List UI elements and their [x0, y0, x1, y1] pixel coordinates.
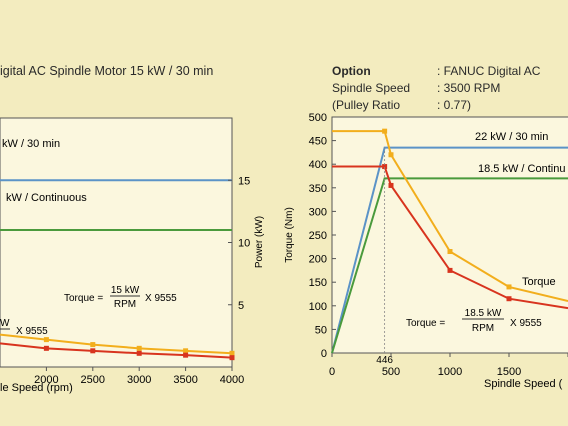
left-formula-denominator: RPM — [114, 299, 136, 310]
pulley-ratio-label: (Pulley Ratio — [332, 98, 401, 112]
right-formula-denominator: RPM — [472, 323, 494, 334]
left-series-orange-line — [0, 333, 233, 355]
left-formula-suffix: X 9555 — [145, 293, 177, 304]
right-y-tick-label: 200 — [309, 254, 327, 266]
right-speed-marker-label: 446 — [376, 355, 393, 366]
right-series-green-line — [331, 177, 568, 354]
left-x-axis-label: le Speed (rpm) — [0, 382, 73, 394]
right-y-tick-label: 300 — [309, 206, 327, 218]
right-y-tick-label: 0 — [321, 348, 327, 360]
right-series-orange-point — [382, 128, 388, 134]
right-x-axis-label: Spindle Speed ( — [484, 378, 563, 390]
left-y-tick-label: 5 — [238, 300, 244, 312]
spindle-speed-label: Spindle Speed — [332, 81, 411, 95]
left-chart-title: igital AC Spindle Motor 15 kW / 30 min — [0, 64, 214, 78]
left-series-red-point — [229, 355, 235, 361]
left-formula-prefix: Torque = — [64, 293, 103, 304]
right-formula-suffix: X 9555 — [510, 318, 542, 329]
left-series-orange-point — [90, 342, 96, 348]
right-y-tick-label: 150 — [309, 277, 327, 289]
right-x-tick-label: 1500 — [497, 366, 521, 378]
left-series-red-point — [136, 350, 142, 356]
left-formula-numerator: 15 kW — [111, 285, 140, 296]
left-series-orange-point — [183, 348, 189, 354]
right-x-tick-label: 1000 — [438, 366, 462, 378]
right-series-red-point — [382, 164, 388, 170]
right-series-orange-line — [332, 130, 568, 303]
left-x-tick-label: 4000 — [220, 374, 244, 386]
right-y-tick-label: 350 — [309, 183, 327, 195]
left-series-red-line — [0, 342, 233, 359]
left-x-tick-label: 3500 — [173, 374, 197, 386]
left-y-tick-label: 15 — [238, 175, 250, 187]
right-y-axis-label: Torque (Nm) — [284, 207, 295, 263]
left-series-red-point — [43, 345, 49, 351]
option-label: Option — [332, 64, 371, 78]
right-series-red-point — [447, 267, 453, 273]
left-series-red-point — [90, 348, 96, 354]
right-y-tick-label: 500 — [309, 112, 327, 124]
left-plot-area — [0, 117, 233, 368]
option-value: : FANUC Digital AC — [437, 64, 541, 78]
left-label-continuous: kW / Continuous — [6, 192, 87, 204]
left-x-tick-label: 3000 — [127, 374, 151, 386]
right-label-30min: 22 kW / 30 min — [475, 131, 548, 143]
right-torque-label: Torque — [522, 276, 556, 288]
right-y-tick-label: 250 — [309, 230, 327, 242]
left-formula2-numerator: W — [0, 318, 10, 329]
right-series-red-line — [332, 165, 568, 310]
right-x-tick-label: 500 — [382, 366, 400, 378]
left-series-orange-point — [229, 350, 235, 356]
left-series-red-point — [183, 352, 189, 358]
left-label-30min: kW / 30 min — [2, 138, 60, 150]
left-series-orange-point — [43, 337, 49, 343]
right-plot-area — [331, 116, 568, 354]
right-series-orange-point — [447, 249, 453, 255]
right-series-red-point — [506, 296, 512, 302]
right-formula-prefix: Torque = — [406, 318, 445, 329]
left-y-axis-label: Power (kW) — [254, 216, 265, 268]
left-formula2-suffix: X 9555 — [16, 326, 48, 337]
right-y-tick-label: 100 — [309, 301, 327, 313]
spindle-speed-value: : 3500 RPM — [437, 81, 501, 95]
right-y-tick-label: 400 — [309, 159, 327, 171]
right-y-tick-label: 450 — [309, 136, 327, 148]
right-series-orange-point — [388, 152, 394, 158]
left-y-tick-label: 10 — [238, 238, 250, 250]
pulley-ratio-value: : 0.77) — [437, 98, 472, 112]
right-series-red-point — [388, 182, 394, 188]
right-label-continuous: 18.5 kW / Continu — [478, 163, 565, 175]
right-series-orange-point — [506, 284, 512, 290]
right-formula-numerator: 18.5 kW — [465, 308, 502, 319]
left-x-tick-label: 2500 — [81, 374, 105, 386]
left-series-orange-point — [136, 345, 142, 351]
right-x-tick-label: 0 — [329, 366, 335, 378]
right-y-tick-label: 50 — [315, 324, 327, 336]
left-x-tick-label: 2000 — [34, 374, 58, 386]
